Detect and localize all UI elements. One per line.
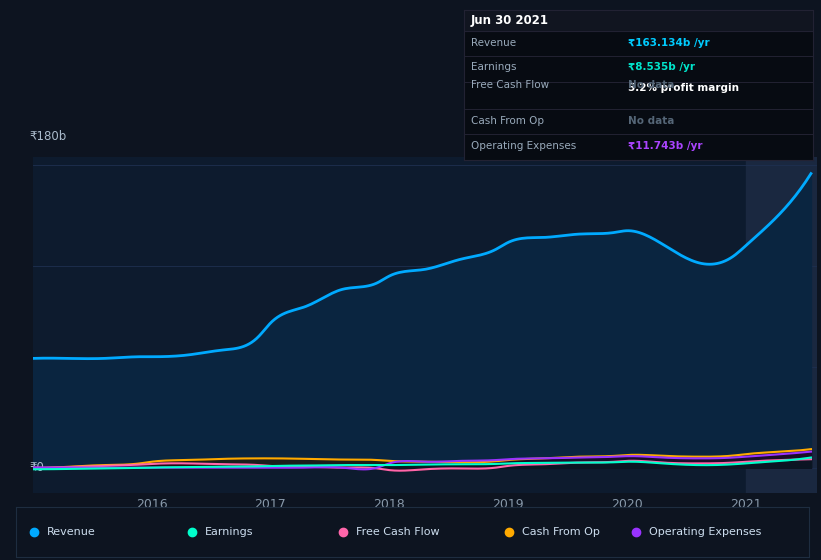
Text: Free Cash Flow: Free Cash Flow [471,80,549,90]
Text: Operating Expenses: Operating Expenses [649,527,761,537]
Text: No data: No data [628,80,674,90]
Bar [745,157,817,493]
Text: ₹180b: ₹180b [29,130,67,143]
Text: Revenue: Revenue [47,527,95,537]
Text: Operating Expenses: Operating Expenses [471,141,576,151]
Text: Free Cash Flow: Free Cash Flow [355,527,439,537]
Text: ₹0: ₹0 [29,461,44,474]
Text: No data: No data [628,115,674,125]
Text: Jun 30 2021: Jun 30 2021 [471,13,549,26]
Text: 5.2% profit margin: 5.2% profit margin [628,82,739,92]
Text: Cash From Op: Cash From Op [522,527,600,537]
Bar [464,10,813,31]
Text: Earnings: Earnings [471,62,516,72]
Text: Earnings: Earnings [205,527,254,537]
Text: ₹163.134b /yr: ₹163.134b /yr [628,38,709,48]
Text: ₹11.743b /yr: ₹11.743b /yr [628,141,702,151]
Text: Cash From Op: Cash From Op [471,115,544,125]
Text: ₹8.535b /yr: ₹8.535b /yr [628,62,695,72]
Text: Revenue: Revenue [471,38,516,48]
